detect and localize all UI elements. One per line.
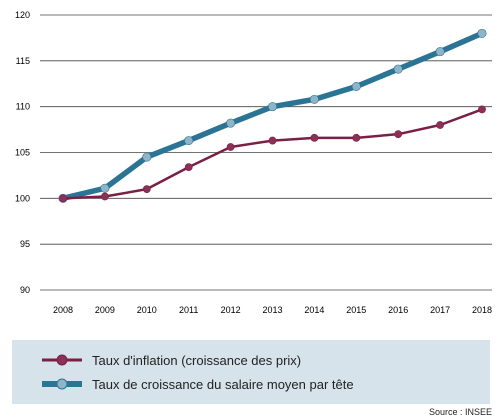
y-tick-label: 105 xyxy=(15,148,30,158)
x-tick-label: 2017 xyxy=(430,305,450,315)
data-point xyxy=(394,130,403,139)
x-tick-label: 2012 xyxy=(221,305,241,315)
x-tick-label: 2013 xyxy=(262,305,282,315)
x-axis-ticks: 2008 2009 2010 2011 2012 2013 2014 2015 2016 2017… xyxy=(53,305,492,315)
data-point xyxy=(142,185,151,194)
data-point xyxy=(351,82,361,92)
series-1 xyxy=(58,28,487,203)
data-point xyxy=(59,194,67,203)
y-axis-ticks: 90 95 100 105 110 115 120 xyxy=(15,10,30,295)
y-tick-label: 100 xyxy=(15,193,30,203)
x-tick-label: 2011 xyxy=(179,305,198,315)
series-0 xyxy=(59,105,486,203)
legend-item-salary: Taux de croissance du salaire moyen par … xyxy=(12,374,354,394)
data-point xyxy=(393,64,403,74)
data-point xyxy=(435,47,445,57)
data-point xyxy=(267,102,277,112)
legend: Taux d'inflation (croissance des prix) T… xyxy=(12,340,490,404)
data-point xyxy=(100,183,110,193)
y-tick-label: 90 xyxy=(20,285,30,295)
x-tick-label: 2015 xyxy=(346,305,366,315)
y-tick-label: 95 xyxy=(20,239,30,249)
data-point xyxy=(309,94,319,104)
y-tick-label: 120 xyxy=(15,10,30,20)
data-point xyxy=(436,121,444,129)
legend-label-salary: Taux de croissance du salaire moyen par … xyxy=(92,376,354,392)
source-note: Source : INSEE xyxy=(428,407,492,417)
data-point xyxy=(101,192,109,201)
data-point xyxy=(310,133,319,142)
x-tick-label: 2009 xyxy=(95,305,115,315)
data-point xyxy=(352,133,361,142)
legend-marker-salary xyxy=(56,378,68,390)
y-tick-label: 110 xyxy=(16,102,30,112)
series-line-0 xyxy=(62,108,483,200)
y-tick-label: 115 xyxy=(16,56,30,66)
data-point xyxy=(142,152,152,162)
legend-swatch-salary xyxy=(42,374,82,394)
x-tick-label: 2018 xyxy=(472,305,492,315)
data-point xyxy=(226,143,235,151)
data-point xyxy=(478,105,486,114)
data-point xyxy=(184,136,194,146)
legend-label-inflation: Taux d'inflation (croissance des prix) xyxy=(92,352,302,368)
x-tick-label: 2016 xyxy=(388,305,408,315)
data-point xyxy=(477,28,487,38)
data-point xyxy=(184,163,193,172)
legend-swatch-inflation xyxy=(42,350,82,370)
x-tick-label: 2008 xyxy=(53,305,73,315)
series-lines xyxy=(58,28,487,203)
legend-item-inflation: Taux d'inflation (croissance des prix) xyxy=(12,350,301,370)
legend-marker-inflation xyxy=(56,354,68,366)
series-line-1 xyxy=(62,30,484,202)
line-chart: 2008 2009 2010 2011 2012 2013 2014 2015 2016 2017… xyxy=(15,10,492,315)
x-tick-label: 2010 xyxy=(137,305,157,315)
data-point xyxy=(226,118,236,128)
x-tick-label: 2014 xyxy=(304,305,324,315)
data-point xyxy=(268,136,277,145)
